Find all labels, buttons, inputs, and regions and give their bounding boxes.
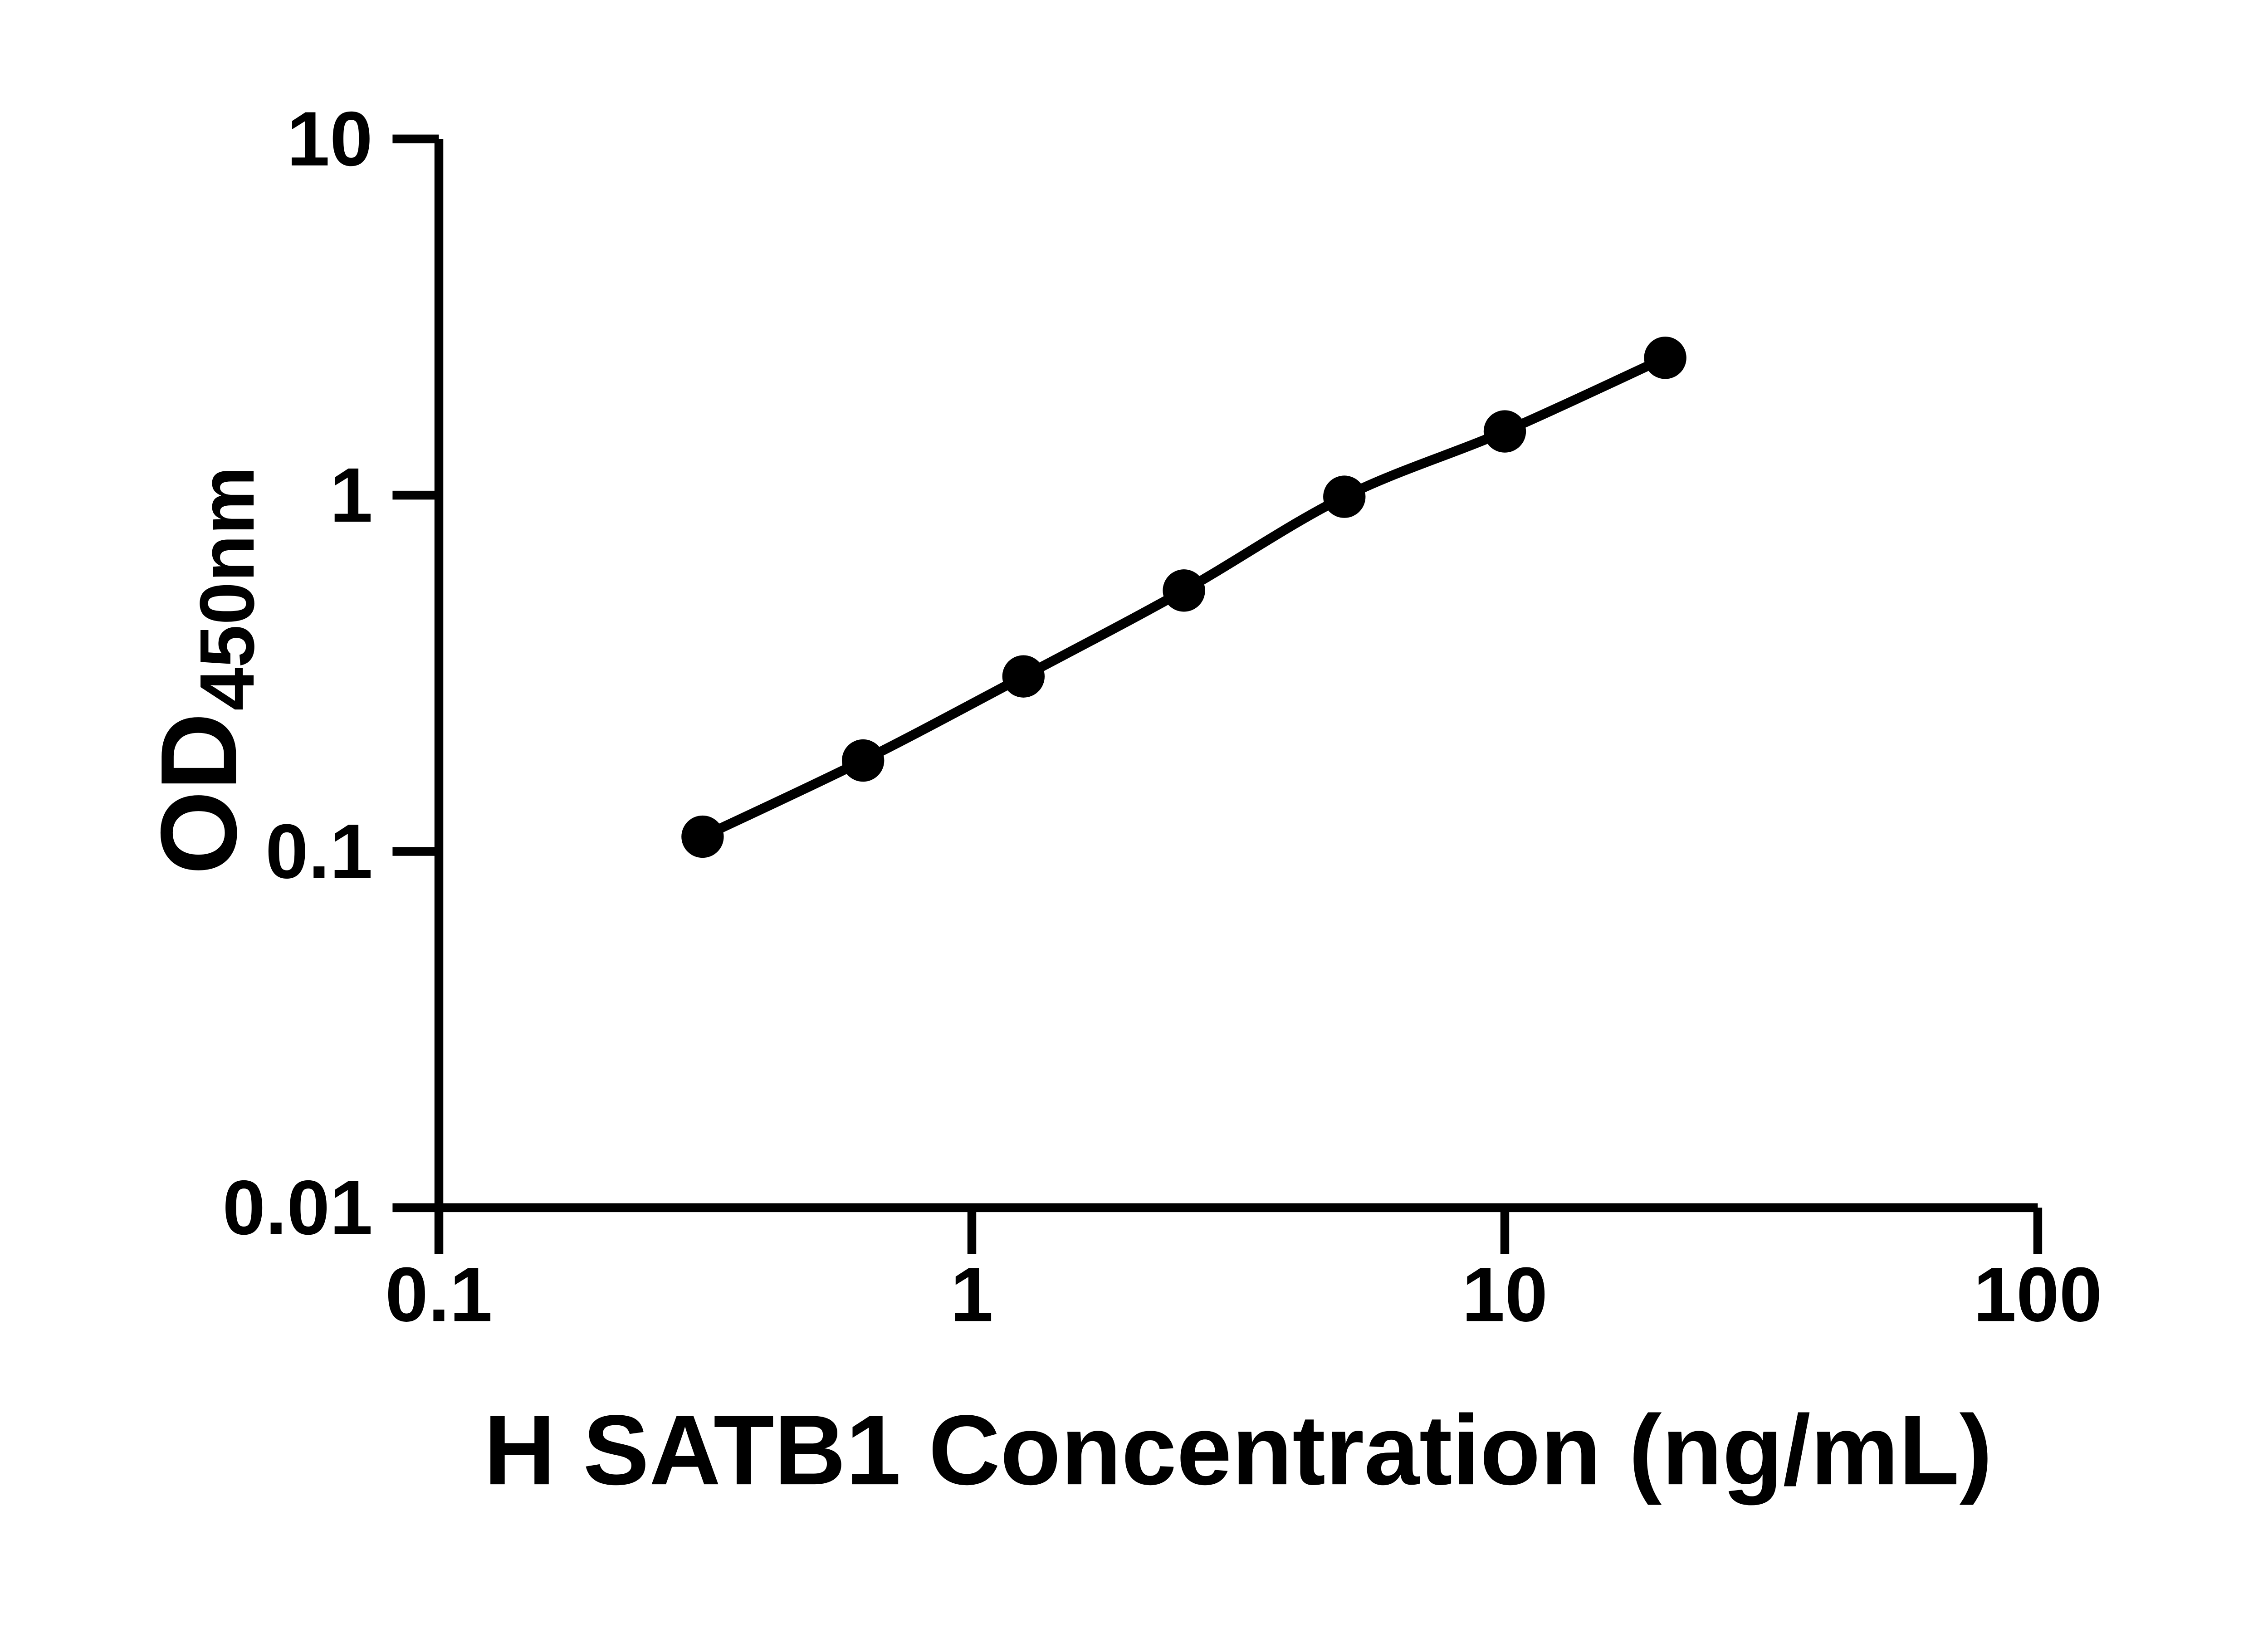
axes <box>434 139 2038 1213</box>
data-point <box>681 815 724 858</box>
x-tick-label: 0.1 <box>385 1252 493 1338</box>
x-tick-label: 10 <box>1462 1252 1548 1338</box>
x-tick-label: 1 <box>950 1252 993 1338</box>
data-point <box>1323 475 1366 518</box>
data-point <box>841 739 885 782</box>
y-tick-label: 0.1 <box>265 808 373 895</box>
y-tick-label: 0.01 <box>222 1165 372 1251</box>
data-series <box>681 337 1686 858</box>
data-point <box>1483 410 1526 453</box>
y-tick-label: 1 <box>330 452 373 538</box>
data-point <box>1002 655 1045 698</box>
y-axis-title-main: OD <box>138 713 259 875</box>
y-axis-title-sub: 450nm <box>184 466 270 711</box>
x-tick-label: 100 <box>1973 1252 2102 1338</box>
y-axis-title: OD 450nm <box>138 466 270 875</box>
elisa-standard-curve-figure: 0.1 1 10 100 10 1 0.1 0.01 H SATB1 Concentratio… <box>138 96 2102 1506</box>
tick-marks <box>392 134 2043 1254</box>
x-axis-title: H SATB1 Concentration (ng/mL) <box>484 1395 1993 1506</box>
y-tick-label: 10 <box>287 96 372 182</box>
data-point <box>1163 569 1205 612</box>
data-point <box>1644 337 1686 379</box>
